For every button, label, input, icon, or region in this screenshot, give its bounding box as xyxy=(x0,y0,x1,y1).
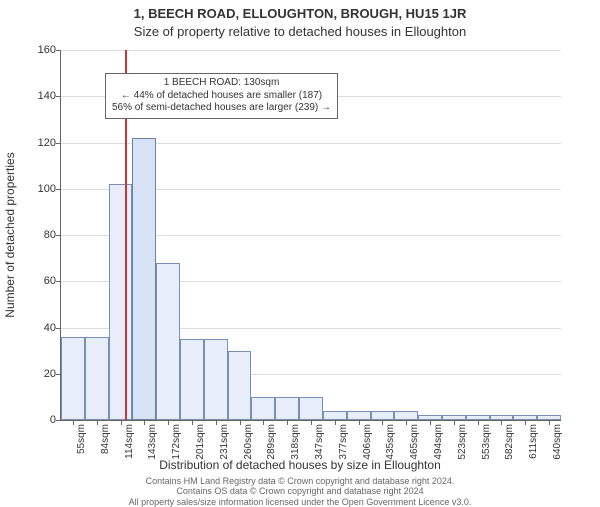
y-tick-label: 140 xyxy=(6,90,56,102)
y-tick-label: 60 xyxy=(6,275,56,287)
x-tick xyxy=(478,420,479,425)
x-tick-label: 347sqm xyxy=(314,424,325,460)
histogram-bar xyxy=(109,184,133,420)
footer-attribution: Contains HM Land Registry data © Crown c… xyxy=(0,476,600,507)
x-tick-label: 55sqm xyxy=(76,424,87,454)
x-tick xyxy=(549,420,550,425)
histogram-bar xyxy=(180,339,204,420)
y-tick xyxy=(56,189,61,190)
page-title-address: 1, BEECH ROAD, ELLOUGHTON, BROUGH, HU15 … xyxy=(0,6,600,21)
x-tick xyxy=(216,420,217,425)
x-tick xyxy=(97,420,98,425)
y-tick xyxy=(56,235,61,236)
x-tick-label: 318sqm xyxy=(290,424,301,460)
x-tick-label: 114sqm xyxy=(124,424,135,459)
histogram-bar xyxy=(228,351,252,420)
x-tick xyxy=(263,420,264,425)
x-tick-label: 143sqm xyxy=(147,424,158,460)
footer-line-1: Contains HM Land Registry data © Crown c… xyxy=(146,476,455,486)
annotation-line-2: ← 44% of detached houses are smaller (18… xyxy=(112,90,331,103)
y-tick xyxy=(56,281,61,282)
histogram-bar xyxy=(61,337,85,420)
x-tick-label: 406sqm xyxy=(362,424,373,460)
x-tick xyxy=(168,420,169,425)
x-tick-label: 611sqm xyxy=(528,424,539,459)
x-axis-title: Distribution of detached houses by size … xyxy=(0,458,600,472)
x-tick xyxy=(192,420,193,425)
x-tick xyxy=(525,420,526,425)
x-tick xyxy=(501,420,502,425)
x-tick xyxy=(454,420,455,425)
x-tick-label: 172sqm xyxy=(171,424,182,460)
y-tick xyxy=(56,96,61,97)
x-tick-label: 465sqm xyxy=(409,424,420,460)
x-tick xyxy=(359,420,360,425)
x-tick-label: 289sqm xyxy=(266,424,277,460)
x-tick xyxy=(311,420,312,425)
y-tick-label: 160 xyxy=(6,44,56,56)
annotation-line-3: 56% of semi-detached houses are larger (… xyxy=(112,102,331,115)
x-tick xyxy=(240,420,241,425)
x-tick xyxy=(406,420,407,425)
page-title-sub: Size of property relative to detached ho… xyxy=(0,24,600,39)
x-tick-label: 201sqm xyxy=(195,424,206,460)
y-tick xyxy=(56,328,61,329)
x-tick-label: 582sqm xyxy=(504,424,515,460)
y-tick-label: 40 xyxy=(6,322,56,334)
x-tick-label: 523sqm xyxy=(457,424,468,460)
x-tick xyxy=(382,420,383,425)
x-tick-label: 231sqm xyxy=(219,424,230,460)
x-tick xyxy=(73,420,74,425)
y-tick-label: 0 xyxy=(6,414,56,426)
y-tick-label: 80 xyxy=(6,229,56,241)
footer-line-3: All property sales/size information lice… xyxy=(129,497,472,507)
histogram-bar xyxy=(132,138,156,420)
histogram-bar xyxy=(299,397,323,420)
x-tick xyxy=(335,420,336,425)
x-tick-label: 553sqm xyxy=(481,424,492,460)
x-tick-label: 84sqm xyxy=(100,424,111,454)
histogram-bar xyxy=(156,263,180,420)
histogram-bar xyxy=(251,397,275,420)
annotation-callout: 1 BEECH ROAD: 130sqm← 44% of detached ho… xyxy=(105,73,338,119)
gridline xyxy=(61,50,561,51)
x-tick-label: 260sqm xyxy=(243,424,254,460)
y-tick xyxy=(56,420,61,421)
x-tick-label: 435sqm xyxy=(385,424,396,460)
x-tick xyxy=(121,420,122,425)
x-tick-label: 494sqm xyxy=(433,424,444,460)
x-tick xyxy=(287,420,288,425)
histogram-bar xyxy=(394,411,418,420)
y-tick-label: 20 xyxy=(6,368,56,380)
y-tick xyxy=(56,50,61,51)
histogram-bar xyxy=(323,411,347,420)
y-tick-label: 120 xyxy=(6,137,56,149)
x-tick xyxy=(144,420,145,425)
histogram-bar xyxy=(371,411,395,420)
histogram-bar xyxy=(275,397,299,420)
histogram-bar xyxy=(85,337,109,420)
y-tick xyxy=(56,143,61,144)
x-tick xyxy=(430,420,431,425)
histogram-bar xyxy=(347,411,371,420)
footer-line-2: Contains OS data © Crown copyright and d… xyxy=(176,486,423,496)
x-tick-label: 377sqm xyxy=(338,424,349,460)
histogram-bar xyxy=(204,339,228,420)
annotation-line-1: 1 BEECH ROAD: 130sqm xyxy=(112,77,331,90)
y-tick-label: 100 xyxy=(6,183,56,195)
x-tick-label: 640sqm xyxy=(552,424,563,460)
